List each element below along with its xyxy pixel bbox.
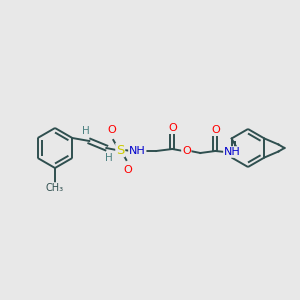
- Text: O: O: [211, 125, 220, 135]
- Text: O: O: [123, 165, 132, 175]
- Text: H: H: [82, 126, 90, 136]
- Text: O: O: [107, 125, 116, 135]
- Text: O: O: [123, 165, 132, 175]
- Text: O: O: [168, 123, 177, 133]
- Text: NH: NH: [129, 146, 146, 156]
- Text: O: O: [182, 146, 191, 156]
- Text: O: O: [211, 125, 220, 135]
- Text: S: S: [116, 143, 124, 157]
- Text: S: S: [116, 143, 124, 157]
- Text: H: H: [105, 153, 113, 163]
- Text: H: H: [105, 153, 113, 163]
- Text: NH: NH: [129, 146, 146, 156]
- Text: O: O: [182, 146, 191, 156]
- Text: NH: NH: [224, 147, 241, 157]
- Text: H: H: [82, 126, 90, 136]
- Text: O: O: [168, 123, 177, 133]
- Text: O: O: [107, 125, 116, 135]
- Text: CH₃: CH₃: [46, 183, 64, 193]
- Text: CH₃: CH₃: [46, 183, 64, 193]
- Text: NH: NH: [224, 147, 241, 157]
